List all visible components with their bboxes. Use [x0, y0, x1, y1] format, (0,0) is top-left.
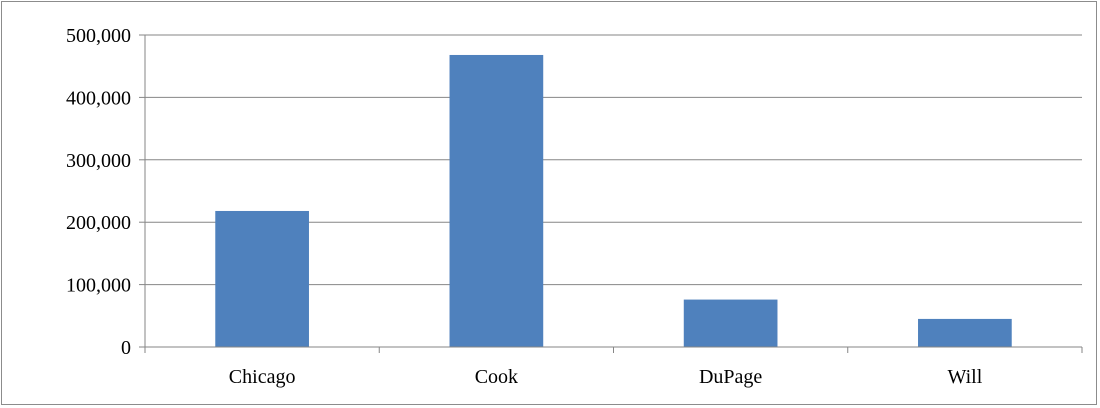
- x-tick-label: Will: [948, 366, 983, 388]
- x-tick-label: Chicago: [229, 366, 296, 388]
- bars: [215, 54, 1012, 348]
- bar-dupage: [683, 299, 778, 347]
- y-tick-labels: 0 100,000 200,000 300,000 400,000 500,000: [66, 25, 131, 359]
- y-tick-label: 400,000: [66, 87, 131, 109]
- y-tick-label: 0: [121, 337, 131, 359]
- x-tick-label: Cook: [475, 366, 518, 388]
- axes: [139, 34, 1083, 353]
- x-tick-label: DuPage: [699, 366, 762, 388]
- x-tick-labels: Chicago Cook DuPage Will: [229, 366, 983, 388]
- bar-chicago: [215, 210, 309, 347]
- bar-will: [918, 318, 1012, 347]
- y-tick-label: 500,000: [66, 25, 131, 47]
- y-tick-label: 200,000: [66, 212, 131, 234]
- y-tick-label: 100,000: [66, 275, 131, 297]
- y-tick-label: 300,000: [66, 150, 131, 172]
- bar-cook: [449, 54, 544, 348]
